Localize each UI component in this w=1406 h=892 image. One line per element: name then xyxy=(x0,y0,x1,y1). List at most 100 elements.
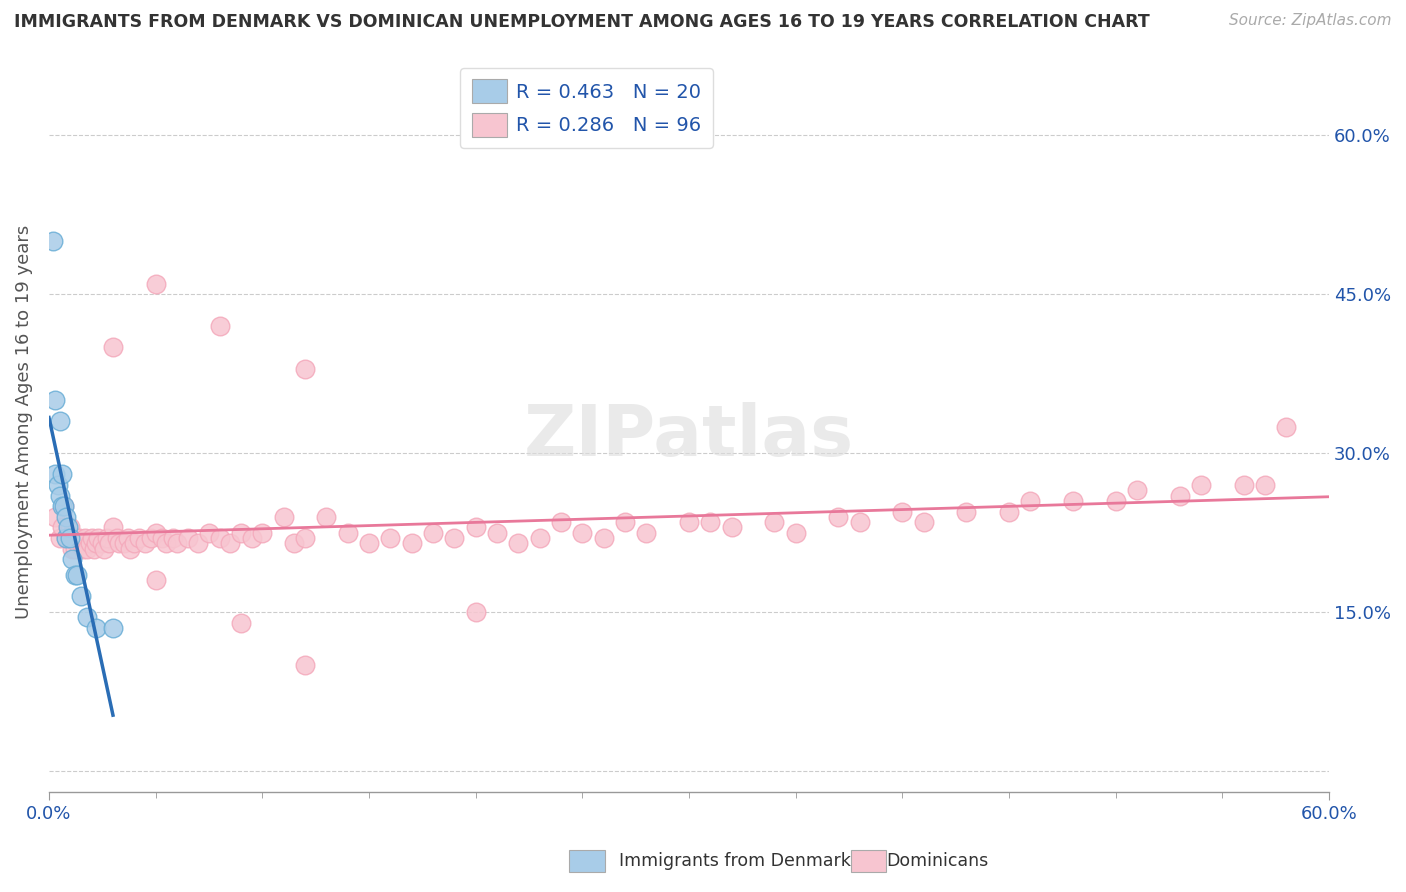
Point xyxy=(63,541,86,556)
Point xyxy=(75,531,97,545)
Point xyxy=(62,552,84,566)
Y-axis label: Unemployment Among Ages 16 to 19 years: Unemployment Among Ages 16 to 19 years xyxy=(15,225,32,619)
Point xyxy=(315,509,337,524)
Point xyxy=(678,515,700,529)
Point xyxy=(55,531,77,545)
Point xyxy=(636,525,658,540)
Point xyxy=(93,541,115,556)
Point xyxy=(70,589,93,603)
Point xyxy=(336,525,359,540)
Point xyxy=(1062,494,1084,508)
Point xyxy=(79,536,101,550)
Point xyxy=(66,568,89,582)
Point xyxy=(1233,478,1256,492)
Point xyxy=(198,525,221,540)
Point xyxy=(208,531,231,545)
Point xyxy=(229,615,252,630)
Point xyxy=(134,536,156,550)
Point xyxy=(827,509,849,524)
Point xyxy=(87,531,110,545)
Point xyxy=(48,489,70,503)
Point xyxy=(44,467,66,482)
Point xyxy=(52,500,75,514)
Point xyxy=(166,536,188,550)
Point xyxy=(83,541,105,556)
Point xyxy=(422,525,444,540)
Text: IMMIGRANTS FROM DENMARK VS DOMINICAN UNEMPLOYMENT AMONG AGES 16 TO 19 YEARS CORR: IMMIGRANTS FROM DENMARK VS DOMINICAN UNE… xyxy=(14,13,1150,31)
Point xyxy=(72,541,94,556)
Point xyxy=(357,536,380,550)
Point xyxy=(44,393,66,408)
Point xyxy=(187,536,209,550)
Point xyxy=(70,536,93,550)
Text: Source: ZipAtlas.com: Source: ZipAtlas.com xyxy=(1229,13,1392,29)
Point xyxy=(1105,494,1128,508)
Point xyxy=(128,531,150,545)
Point xyxy=(219,536,242,550)
Point xyxy=(108,536,131,550)
Point xyxy=(380,531,402,545)
Point xyxy=(101,520,124,534)
Point xyxy=(485,525,508,540)
Point xyxy=(614,515,637,529)
Point xyxy=(550,515,572,529)
Text: Immigrants from Denmark: Immigrants from Denmark xyxy=(619,852,851,870)
Point xyxy=(80,531,103,545)
Point xyxy=(112,536,135,550)
Point xyxy=(66,536,89,550)
Point xyxy=(84,536,107,550)
Point xyxy=(240,531,263,545)
Point xyxy=(44,509,66,524)
Point xyxy=(176,531,198,545)
Point xyxy=(59,520,82,534)
Point xyxy=(52,500,75,514)
Point xyxy=(145,277,167,291)
Point xyxy=(62,541,84,556)
Point xyxy=(294,658,316,673)
Point xyxy=(1254,478,1277,492)
Point xyxy=(84,621,107,635)
Point xyxy=(96,531,118,545)
Point xyxy=(97,536,120,550)
Point xyxy=(763,515,786,529)
Text: Dominicans: Dominicans xyxy=(886,852,988,870)
Point xyxy=(51,520,73,534)
Point xyxy=(592,531,614,545)
Point xyxy=(117,531,139,545)
Point xyxy=(273,509,295,524)
Point xyxy=(101,340,124,354)
Point xyxy=(955,504,977,518)
Point xyxy=(891,504,914,518)
Point xyxy=(155,536,177,550)
Point xyxy=(141,531,163,545)
Point xyxy=(699,515,721,529)
Point xyxy=(101,621,124,635)
Point xyxy=(145,525,167,540)
Point xyxy=(252,525,274,540)
Point xyxy=(1126,483,1149,498)
Point xyxy=(294,361,316,376)
Point xyxy=(76,541,98,556)
Point xyxy=(912,515,935,529)
Point xyxy=(720,520,742,534)
Point xyxy=(1019,494,1042,508)
Point xyxy=(48,531,70,545)
Point xyxy=(56,520,79,534)
Text: ZIPatlas: ZIPatlas xyxy=(524,401,853,471)
Point xyxy=(105,531,128,545)
Point xyxy=(51,500,73,514)
Point xyxy=(59,531,82,545)
Point xyxy=(571,525,593,540)
Point xyxy=(118,541,141,556)
Point xyxy=(145,574,167,588)
Point xyxy=(91,536,114,550)
Point xyxy=(67,531,90,545)
Point xyxy=(401,536,423,550)
Point xyxy=(46,478,69,492)
Point xyxy=(76,610,98,624)
Point xyxy=(1189,478,1212,492)
Point xyxy=(443,531,465,545)
Point xyxy=(998,504,1021,518)
Point xyxy=(464,520,486,534)
Point xyxy=(48,415,70,429)
